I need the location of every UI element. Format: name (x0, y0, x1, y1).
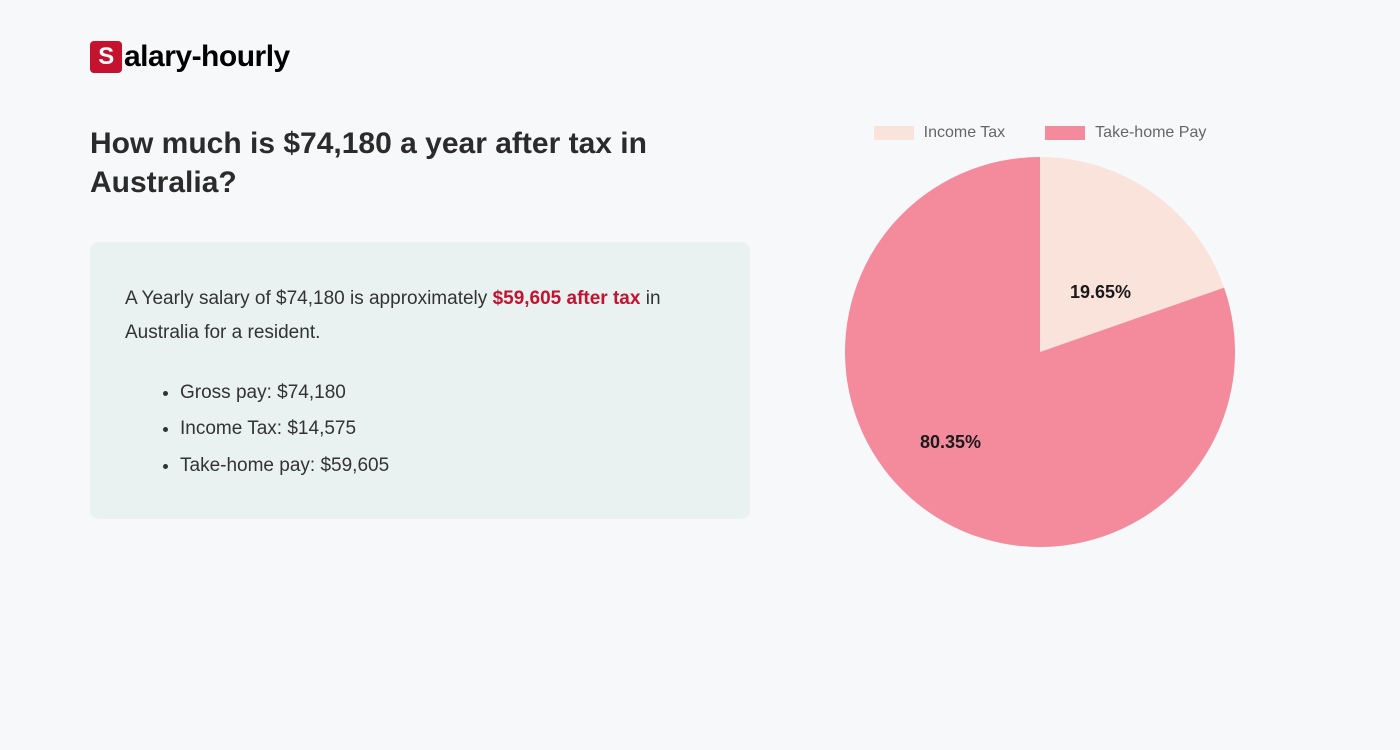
list-item: Gross pay: $74,180 (180, 375, 715, 411)
legend-swatch (874, 126, 914, 140)
pie-slice-label: 80.35% (920, 432, 981, 453)
pie-svg (845, 157, 1235, 547)
legend-item-income-tax: Income Tax (874, 124, 1006, 142)
page-title: How much is $74,180 a year after tax in … (90, 124, 750, 202)
summary-list: Gross pay: $74,180 Income Tax: $14,575 T… (125, 375, 715, 483)
legend-label: Income Tax (924, 124, 1006, 142)
left-column: How much is $74,180 a year after tax in … (90, 124, 750, 547)
logo-s-icon: S (90, 41, 122, 73)
pie-chart: 19.65% 80.35% (845, 157, 1235, 547)
site-logo: Salary-hourly (90, 40, 1310, 74)
list-item: Take-home pay: $59,605 (180, 448, 715, 484)
pie-slice-label: 19.65% (1070, 282, 1131, 303)
list-item: Income Tax: $14,575 (180, 411, 715, 447)
main-content: How much is $74,180 a year after tax in … (90, 124, 1310, 547)
summary-paragraph: A Yearly salary of $74,180 is approximat… (125, 282, 715, 350)
summary-highlight: $59,605 after tax (493, 288, 641, 309)
summary-before: A Yearly salary of $74,180 is approximat… (125, 288, 493, 309)
legend-label: Take-home Pay (1095, 124, 1206, 142)
chart-legend: Income Tax Take-home Pay (830, 124, 1250, 142)
legend-item-take-home: Take-home Pay (1045, 124, 1206, 142)
logo-text: alary-hourly (124, 40, 290, 74)
summary-box: A Yearly salary of $74,180 is approximat… (90, 242, 750, 519)
chart-column: Income Tax Take-home Pay 19.65% 80.35% (830, 124, 1250, 547)
legend-swatch (1045, 126, 1085, 140)
